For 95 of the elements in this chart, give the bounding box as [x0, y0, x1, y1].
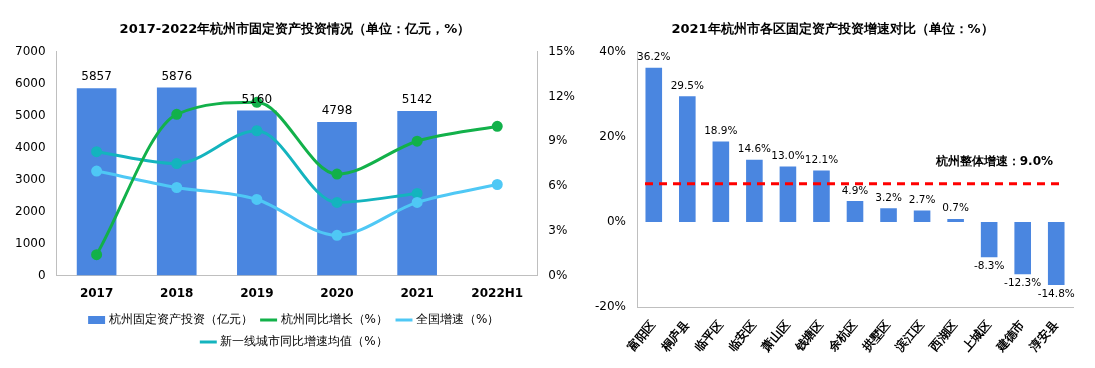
- bar: [645, 67, 663, 222]
- data-label: 2.7%: [908, 192, 936, 205]
- x-tick-label: 2019: [240, 285, 274, 300]
- data-label: 3.2%: [875, 190, 902, 203]
- x-tick-label: 2020: [320, 285, 354, 300]
- bar: [846, 201, 864, 222]
- data-label: 14.6%: [737, 142, 772, 155]
- point: [171, 158, 183, 170]
- chart-title: 2021年杭州市各区固定资产投资增速对比（单位：%）: [671, 21, 994, 37]
- point: [91, 165, 103, 177]
- data-label: -14.8%: [1037, 287, 1075, 299]
- data-label: 29.5%: [670, 78, 705, 91]
- bar: [1014, 221, 1031, 275]
- point: [171, 108, 183, 120]
- point: [331, 229, 343, 241]
- data-label: 36.2%: [637, 50, 671, 63]
- x-tick-label: 拱墅区: [858, 317, 894, 356]
- point: [411, 196, 423, 208]
- point: [331, 168, 343, 180]
- point: [171, 181, 183, 193]
- point: [251, 193, 263, 205]
- data-label: 4798: [321, 103, 353, 118]
- point: [491, 120, 503, 132]
- x-tick-label: 富阳区: [624, 317, 659, 355]
- x-tick-label: 临安区: [725, 317, 760, 355]
- x-tick-label: 建德市: [992, 317, 1028, 356]
- data-label: 13.0%: [771, 149, 805, 162]
- x-tick-label: 滨江区: [892, 317, 927, 356]
- y-tick-label: 6000: [14, 75, 46, 90]
- x-tick-label: 2017: [79, 285, 114, 300]
- bar: [1047, 221, 1065, 286]
- x-tick-label: 2022H1: [471, 285, 524, 300]
- bar: [980, 221, 998, 258]
- y-tick-label: 2000: [14, 203, 46, 218]
- y-tick-label: 20%: [599, 128, 626, 143]
- data-label: 5876: [161, 68, 193, 83]
- bar: [813, 170, 830, 222]
- data-label: 5857: [81, 69, 112, 84]
- bar: [237, 110, 277, 276]
- legend-label: 新一线城市同比增速均值（%）: [220, 334, 388, 349]
- ref-line-label: 杭州整体增速：9.0%: [934, 153, 1053, 168]
- data-label: 18.9%: [704, 123, 738, 136]
- y2-tick-label: 12%: [548, 88, 575, 103]
- y-tick-label: 0: [37, 267, 46, 282]
- chart-title: 2017-2022年杭州市固定资产投资情况（单位：亿元，%）: [119, 21, 471, 37]
- bar: [779, 166, 797, 222]
- x-tick-label: 2021: [400, 285, 434, 300]
- point: [251, 125, 263, 137]
- bar: [76, 88, 117, 276]
- x-tick-label: 桐庐县: [657, 317, 692, 356]
- legend-label: 杭州固定资产投资（亿元）: [107, 312, 253, 327]
- bar: [156, 87, 197, 276]
- bar: [317, 122, 357, 276]
- x-tick-label: 2018: [160, 285, 194, 300]
- point: [411, 135, 423, 147]
- point: [411, 187, 423, 199]
- point: [91, 249, 103, 261]
- legend-label: 全国增速（%）: [416, 312, 500, 327]
- bar: [746, 159, 763, 222]
- y2-tick-label: 15%: [548, 43, 575, 58]
- y-tick-label: 1000: [14, 235, 46, 250]
- bar: [712, 141, 730, 222]
- x-tick-label: 淳安县: [1026, 317, 1061, 356]
- bar: [947, 219, 964, 222]
- y2-tick-label: 0%: [548, 267, 568, 282]
- legend-label: 杭州同比增长（%）: [279, 312, 388, 327]
- y2-tick-label: 3%: [548, 222, 568, 237]
- data-label: 0.7%: [942, 201, 969, 214]
- data-label: 12.1%: [804, 152, 839, 165]
- y-tick-label: 7000: [14, 43, 46, 58]
- y-tick-label: 3000: [14, 171, 46, 186]
- y-tick-label: -20%: [594, 299, 626, 314]
- y2-tick-label: 9%: [548, 133, 568, 148]
- y-tick-label: 0%: [606, 214, 626, 229]
- bar: [913, 210, 931, 222]
- point: [91, 146, 103, 158]
- bar: [880, 208, 897, 222]
- x-tick-label: 西湖区: [925, 317, 961, 356]
- bar: [679, 96, 696, 222]
- x-tick-label: 临平区: [691, 317, 726, 355]
- y-tick-label: 40%: [599, 43, 626, 58]
- x-tick-label: 上城区: [959, 317, 994, 356]
- data-label: -12.3%: [1004, 276, 1042, 289]
- data-label: -8.3%: [973, 259, 1005, 272]
- x-tick-label: 萧山区: [758, 317, 793, 356]
- bar: [397, 111, 437, 276]
- point: [491, 179, 503, 191]
- y-tick-label: 4000: [14, 139, 46, 154]
- x-tick-label: 钱塘区: [791, 317, 827, 356]
- y-tick-label: 5000: [14, 107, 46, 122]
- x-tick-label: 余杭区: [825, 317, 860, 356]
- data-label: 4.9%: [841, 183, 869, 196]
- y2-tick-label: 6%: [548, 178, 568, 193]
- point: [331, 196, 343, 208]
- data-label: 5142: [401, 92, 433, 107]
